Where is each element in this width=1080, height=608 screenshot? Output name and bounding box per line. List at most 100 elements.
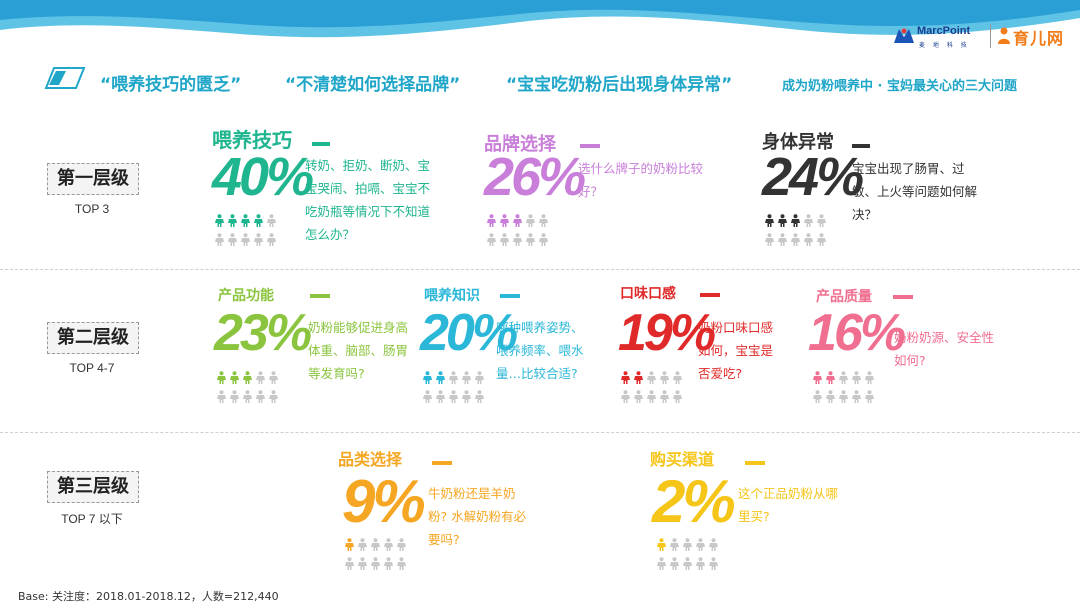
- person-icon: [696, 538, 705, 551]
- person-icon: [852, 390, 861, 403]
- person-icon: [254, 214, 263, 227]
- category-dash: [893, 295, 913, 299]
- person-icon: [500, 214, 509, 227]
- person-icon: [647, 371, 656, 384]
- person-icon: [791, 214, 800, 227]
- people-pictogram: [812, 369, 882, 407]
- tier-divider: [0, 432, 1080, 433]
- marcpoint-mark-icon: [894, 28, 914, 43]
- person-icon: [634, 371, 643, 384]
- people-pictogram: [486, 212, 556, 250]
- category-title: 身体异常: [762, 132, 834, 153]
- yuer-name: 育儿网: [1013, 29, 1065, 48]
- category-description: 这个正品奶粉从哪里买?: [738, 486, 839, 524]
- person-icon: [826, 390, 835, 403]
- category-title: 购买渠道: [650, 450, 715, 469]
- person-icon: [683, 538, 692, 551]
- yuer-mark-icon: [998, 27, 1010, 44]
- header-wave: [0, 0, 1080, 38]
- person-icon: [817, 214, 826, 227]
- person-icon: [673, 390, 682, 403]
- person-icon: [647, 390, 656, 403]
- percentage-label: 9%: [342, 468, 426, 535]
- person-icon: [539, 214, 548, 227]
- person-icon: [423, 371, 432, 384]
- person-icon: [436, 390, 445, 403]
- person-icon: [449, 390, 458, 403]
- percentage-label: 24%: [762, 147, 864, 207]
- marcpoint-logo: MarcPoint 麦 地 科 技: [893, 24, 983, 50]
- person-icon: [865, 390, 874, 403]
- person-icon: [256, 371, 265, 384]
- person-icon: [526, 233, 535, 246]
- person-icon: [215, 233, 224, 246]
- percentage-label: 40%: [212, 147, 314, 207]
- person-icon: [839, 390, 848, 403]
- logo-separator: [990, 24, 991, 48]
- person-icon: [475, 371, 484, 384]
- person-icon: [826, 371, 835, 384]
- person-icon: [397, 538, 406, 551]
- people-pictogram: [656, 536, 726, 574]
- person-icon: [513, 233, 522, 246]
- person-icon: [813, 371, 822, 384]
- percentage-label: 16%: [808, 304, 906, 362]
- person-icon: [513, 214, 522, 227]
- person-icon: [526, 214, 535, 227]
- person-icon: [839, 371, 848, 384]
- person-icon: [804, 233, 813, 246]
- base-note: Base: 关注度：2018.01-2018.12，人数=212,440: [18, 590, 279, 603]
- person-icon: [371, 538, 380, 551]
- percentage-label: 20%: [420, 304, 518, 362]
- person-icon: [217, 390, 226, 403]
- category-title: 口味口感: [620, 286, 676, 302]
- category-description: 选什么牌子的奶粉比较好？: [578, 161, 704, 199]
- person-icon: [397, 557, 406, 570]
- person-icon: [817, 233, 826, 246]
- person-icon: [765, 233, 774, 246]
- category-description: 哪种喂养姿势、喂养频率、喂水量…比较合适?: [496, 320, 584, 381]
- category-description: 奶粉口味口感如何，宝宝是否爱吃?: [698, 320, 774, 381]
- category-dash: [310, 294, 330, 298]
- person-icon: [670, 557, 679, 570]
- category-dash: [745, 461, 765, 465]
- person-icon: [254, 233, 263, 246]
- category-title: 喂养知识: [424, 288, 480, 304]
- person-icon: [657, 538, 666, 551]
- person-icon: [813, 390, 822, 403]
- person-icon: [267, 214, 276, 227]
- category-description: 转奶、拒奶、断奶、宝宝哭闹、拍嗝、宝宝不吃奶瓶等情况下不知道怎么办？: [305, 158, 431, 242]
- person-icon: [621, 390, 630, 403]
- people-pictogram: [344, 536, 414, 574]
- person-icon: [487, 214, 496, 227]
- headline-quote-3: “宝宝吃奶粉后出现身体异常”: [506, 75, 733, 95]
- person-icon: [487, 233, 496, 246]
- marcpoint-subname: 麦 地 科 技: [919, 42, 970, 49]
- person-icon: [256, 390, 265, 403]
- headline-bar-icon: [44, 67, 86, 89]
- person-icon: [778, 233, 787, 246]
- person-icon: [230, 371, 239, 384]
- person-icon: [462, 390, 471, 403]
- person-icon: [500, 233, 509, 246]
- person-icon: [423, 390, 432, 403]
- tier-3-sub: TOP 7 以下: [61, 512, 123, 526]
- tier-1-sub: TOP 3: [74, 202, 110, 216]
- headline-tail: 成为奶粉喂养中 · 宝妈最关心的三大问题: [782, 79, 1017, 94]
- person-icon: [449, 371, 458, 384]
- person-icon: [634, 390, 643, 403]
- person-icon: [345, 538, 354, 551]
- tier-2-label: 第二层级: [47, 322, 139, 354]
- person-icon: [865, 371, 874, 384]
- person-icon: [709, 557, 718, 570]
- person-icon: [384, 538, 393, 551]
- person-icon: [778, 214, 787, 227]
- tier-1-label: 第一层级: [47, 163, 139, 195]
- person-icon: [475, 390, 484, 403]
- person-icon: [670, 538, 679, 551]
- marcpoint-name: MarcPoint: [917, 25, 971, 37]
- tier-3-label: 第三层级: [47, 471, 139, 503]
- category-title: 产品功能: [218, 288, 274, 304]
- category-dash: [432, 461, 452, 465]
- person-icon: [241, 214, 250, 227]
